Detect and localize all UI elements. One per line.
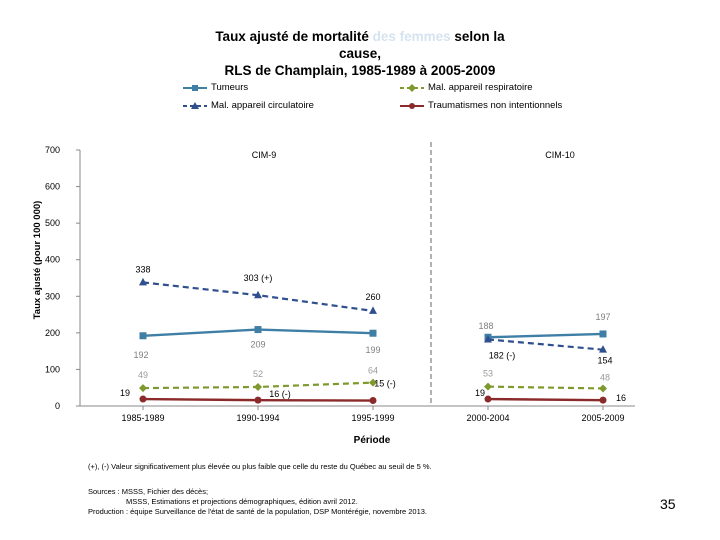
- data-label-tumeurs: 197: [595, 312, 610, 322]
- page-number: 35: [660, 496, 676, 512]
- series-line-traumatismes-non-intentionnels: [487, 397, 604, 402]
- data-point-mal-appareil-circulatoire: [369, 306, 377, 314]
- title-line2: cause,: [338, 46, 382, 61]
- data-point-mal-appareil-respiratoire: [139, 384, 147, 393]
- data-label-mal-appareil-circulatoire: 303 (+): [244, 273, 273, 283]
- period-label-cim10: CIM-10: [545, 150, 575, 160]
- data-label-mal-appareil-respiratoire: 49: [138, 370, 148, 380]
- data-point-mal-appareil-circulatoire: [599, 345, 607, 353]
- title-part1: Taux ajusté de mortalité: [215, 29, 373, 44]
- sources-note: Sources : MSSS, Fichier des décès; MSSS,…: [88, 487, 427, 517]
- y-tick-label: 300: [45, 291, 60, 301]
- data-label-traumatismes-non-intentionnels: 19: [475, 388, 485, 398]
- legend-swatch-marker: [192, 84, 198, 91]
- legend-swatch-marker: [408, 83, 416, 92]
- legend-item: Tumeurs: [183, 82, 248, 93]
- data-point-mal-appareil-circulatoire: [484, 334, 492, 343]
- data-label-traumatismes-non-intentionnels: 19: [120, 388, 130, 398]
- data-label-tumeurs: 192: [133, 350, 148, 360]
- data-label-tumeurs: 209: [250, 340, 265, 350]
- sources-line2: MSSS, Estimations et projections démogra…: [126, 497, 358, 506]
- sources-line1: Sources : MSSS, Fichier des décès;: [88, 487, 209, 496]
- title-part2: selon la: [450, 29, 505, 44]
- x-tick-label: 1985-1989: [121, 413, 164, 423]
- data-point-mal-appareil-circulatoire: [139, 277, 147, 286]
- legend-swatch-marker: [191, 101, 199, 109]
- chart-title: Taux ajusté de mortalité des femmes selo…: [150, 28, 570, 79]
- y-tick-label: 0: [55, 401, 60, 411]
- y-tick-label: 400: [45, 255, 60, 265]
- data-label-tumeurs: 188: [478, 321, 493, 331]
- legend-label: Mal. appareil circulatoire: [211, 100, 314, 111]
- data-point-traumatismes-non-intentionnels: [139, 395, 147, 403]
- legend-swatch: [183, 101, 207, 109]
- legend-label: Tumeurs: [211, 82, 249, 93]
- y-tick-label: 600: [45, 182, 60, 192]
- significance-note: (+), (-) Valeur significativement plus é…: [88, 462, 432, 471]
- x-tick-label: 1990-1994: [236, 413, 279, 423]
- data-label-mal-appareil-circulatoire: 260: [365, 292, 380, 302]
- data-point-mal-appareil-respiratoire: [369, 378, 377, 387]
- legend-item: Mal. appareil respiratoire: [400, 82, 533, 93]
- data-point-mal-appareil-respiratoire: [254, 382, 262, 391]
- series-line-mal-appareil-respiratoire: [487, 385, 604, 390]
- data-label-mal-appareil-respiratoire: 64: [368, 366, 378, 376]
- x-tick-label: 2005-2009: [581, 413, 624, 423]
- data-point-traumatismes-non-intentionnels: [599, 396, 607, 404]
- legend-item: Mal. appareil circulatoire: [183, 100, 314, 111]
- data-point-traumatismes-non-intentionnels: [254, 396, 262, 404]
- title-line3: RLS de Champlain, 1985-1989 à 2005-2009: [224, 63, 496, 78]
- y-tick-label: 700: [45, 145, 60, 155]
- series-line-mal-appareil-circulatoire: [487, 338, 604, 351]
- period-label-cim9: CIM-9: [252, 150, 277, 160]
- data-point-mal-appareil-respiratoire: [599, 384, 607, 393]
- y-axis-title: Taux ajusté (pour 100 000): [32, 201, 43, 320]
- data-label-traumatismes-non-intentionnels: 15 (-): [374, 379, 396, 389]
- data-label-mal-appareil-respiratoire: 52: [253, 369, 263, 379]
- y-tick-label: 100: [45, 364, 60, 374]
- x-tick-label: 1995-1999: [351, 413, 394, 423]
- title-faint-text: des femmes: [372, 29, 451, 44]
- data-point-mal-appareil-respiratoire: [484, 382, 492, 391]
- legend-label: Traumatismes non intentionnels: [428, 100, 563, 111]
- data-point-traumatismes-non-intentionnels: [484, 395, 492, 403]
- data-label-mal-appareil-circulatoire: 154: [597, 356, 612, 366]
- legend-swatch: [400, 83, 424, 92]
- data-point-tumeurs: [599, 330, 607, 338]
- legend-swatch-marker: [409, 102, 415, 109]
- data-point-tumeurs: [369, 329, 377, 337]
- y-tick-label: 200: [45, 328, 60, 338]
- data-label-mal-appareil-respiratoire: 53: [483, 369, 493, 379]
- legend-swatch: [400, 102, 424, 109]
- legend-label: Mal. appareil respiratoire: [428, 82, 533, 93]
- x-axis-title: Période: [354, 435, 391, 446]
- data-point-tumeurs: [139, 332, 147, 340]
- data-point-traumatismes-non-intentionnels: [369, 397, 377, 405]
- legend-swatch: [183, 84, 207, 91]
- x-tick-label: 2000-2004: [466, 413, 509, 423]
- data-point-mal-appareil-circulatoire: [254, 290, 262, 299]
- y-tick-label: 500: [45, 218, 60, 228]
- legend-item: Traumatismes non intentionnels: [400, 100, 562, 111]
- data-label-mal-appareil-respiratoire: 48: [600, 372, 610, 382]
- data-label-mal-appareil-circulatoire: 182 (-): [489, 350, 516, 360]
- data-label-traumatismes-non-intentionnels: 16: [616, 393, 626, 403]
- series-line-tumeurs: [487, 332, 604, 339]
- data-point-tumeurs: [254, 326, 262, 334]
- data-label-mal-appareil-circulatoire: 338: [135, 264, 150, 274]
- production-note: Production : équipe Surveillance de l'ét…: [88, 507, 428, 516]
- data-label-tumeurs: 199: [365, 345, 380, 355]
- data-label-traumatismes-non-intentionnels: 16 (-): [269, 389, 291, 399]
